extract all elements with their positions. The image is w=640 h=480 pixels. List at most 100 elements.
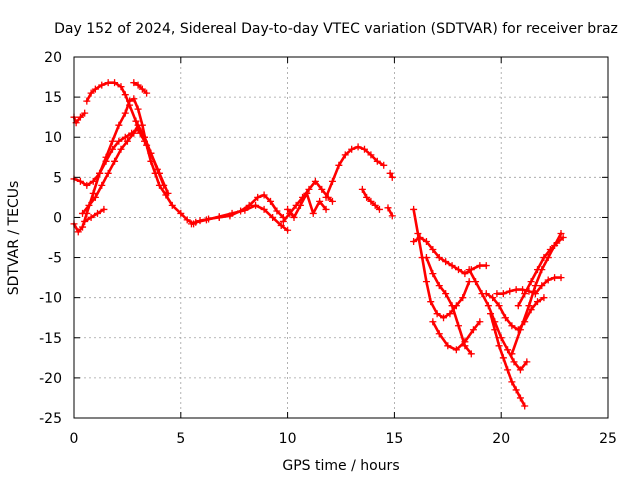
data-point: [76, 113, 84, 121]
data-point: [499, 354, 507, 362]
data-point: [130, 79, 138, 87]
data-point: [465, 278, 473, 286]
data-point: [521, 290, 529, 298]
y-tick-label: 15: [44, 90, 62, 106]
data-point: [98, 81, 106, 89]
data-point: [134, 105, 142, 113]
data-point: [373, 157, 381, 165]
series-track-9: [192, 201, 292, 234]
data-point: [448, 302, 456, 310]
series-track-21: [487, 310, 529, 410]
data-point: [177, 209, 185, 217]
data-point: [482, 262, 490, 270]
data-point: [516, 366, 524, 374]
data-point: [290, 213, 298, 221]
data-point: [519, 286, 527, 294]
data-point: [504, 346, 512, 354]
data-point: [487, 310, 495, 318]
x-tick-label: 10: [279, 431, 297, 447]
x-tick-label: 20: [492, 431, 510, 447]
data-point: [512, 286, 520, 294]
data-point: [546, 246, 554, 254]
data-point: [89, 189, 97, 197]
data-point: [74, 228, 82, 236]
data-point: [472, 278, 480, 286]
data-point: [557, 229, 565, 237]
data-point: [279, 217, 287, 225]
data-point: [523, 358, 531, 366]
series-line: [85, 81, 146, 143]
y-tick-label: 20: [44, 50, 62, 66]
data-point: [117, 145, 125, 153]
data-point: [83, 97, 91, 105]
data-point: [363, 193, 371, 201]
series-track-14: [386, 169, 396, 181]
data-point: [117, 83, 125, 91]
y-axis-label: SDTVAR / TECUs: [6, 181, 22, 296]
data-point: [328, 197, 336, 205]
data-point: [81, 109, 89, 117]
chart-title: Day 152 of 2024, Sidereal Day-to-day VTE…: [54, 21, 618, 37]
data-point: [499, 290, 507, 298]
grid-lines: [74, 57, 608, 418]
data-point: [422, 238, 430, 246]
data-point: [510, 358, 518, 366]
data-point: [461, 270, 469, 278]
data-point: [183, 216, 191, 224]
y-tick-label: 0: [53, 210, 62, 226]
data-point: [388, 212, 396, 220]
data-point: [192, 218, 200, 226]
data-point: [121, 91, 129, 99]
data-point: [544, 276, 552, 284]
data-point: [508, 378, 516, 386]
data-point: [435, 330, 443, 338]
data-point: [461, 338, 469, 346]
data-point: [111, 79, 119, 87]
data-point: [104, 79, 112, 87]
data-point: [527, 278, 535, 286]
data-point: [454, 322, 462, 330]
data-point: [525, 302, 533, 310]
data-point: [504, 366, 512, 374]
data-point: [459, 294, 467, 302]
data-point: [540, 294, 548, 302]
series-line: [194, 204, 289, 232]
data-point: [429, 246, 437, 254]
series-line: [72, 111, 86, 125]
data-point: [384, 204, 392, 212]
data-point: [121, 133, 129, 141]
data-point: [514, 302, 522, 310]
series-track-7: [81, 205, 108, 225]
data-point: [267, 197, 275, 205]
data-point: [91, 85, 99, 93]
data-point: [444, 342, 452, 350]
plot-frame: [73, 56, 609, 419]
data-point: [100, 205, 108, 213]
data-series: [70, 79, 567, 410]
x-tick-label: 15: [385, 431, 403, 447]
data-point: [335, 161, 343, 169]
data-point: [96, 169, 104, 177]
data-point: [79, 223, 87, 231]
series-line: [467, 268, 529, 372]
data-point: [371, 201, 379, 209]
data-point: [429, 318, 437, 326]
series-track-20: [465, 266, 531, 374]
data-point: [130, 95, 138, 103]
series-track-17: [410, 205, 473, 322]
data-point: [501, 314, 509, 322]
data-point: [493, 290, 501, 298]
data-point: [454, 266, 462, 274]
data-point: [467, 350, 475, 358]
data-point: [489, 294, 497, 302]
data-point: [228, 209, 236, 217]
series-track-10: [279, 177, 336, 225]
data-point: [241, 206, 249, 214]
data-point: [482, 290, 490, 298]
data-point: [484, 302, 492, 310]
data-point: [491, 326, 499, 334]
data-point: [143, 89, 151, 97]
data-point: [322, 193, 330, 201]
data-point: [138, 85, 146, 93]
data-point: [322, 205, 330, 213]
